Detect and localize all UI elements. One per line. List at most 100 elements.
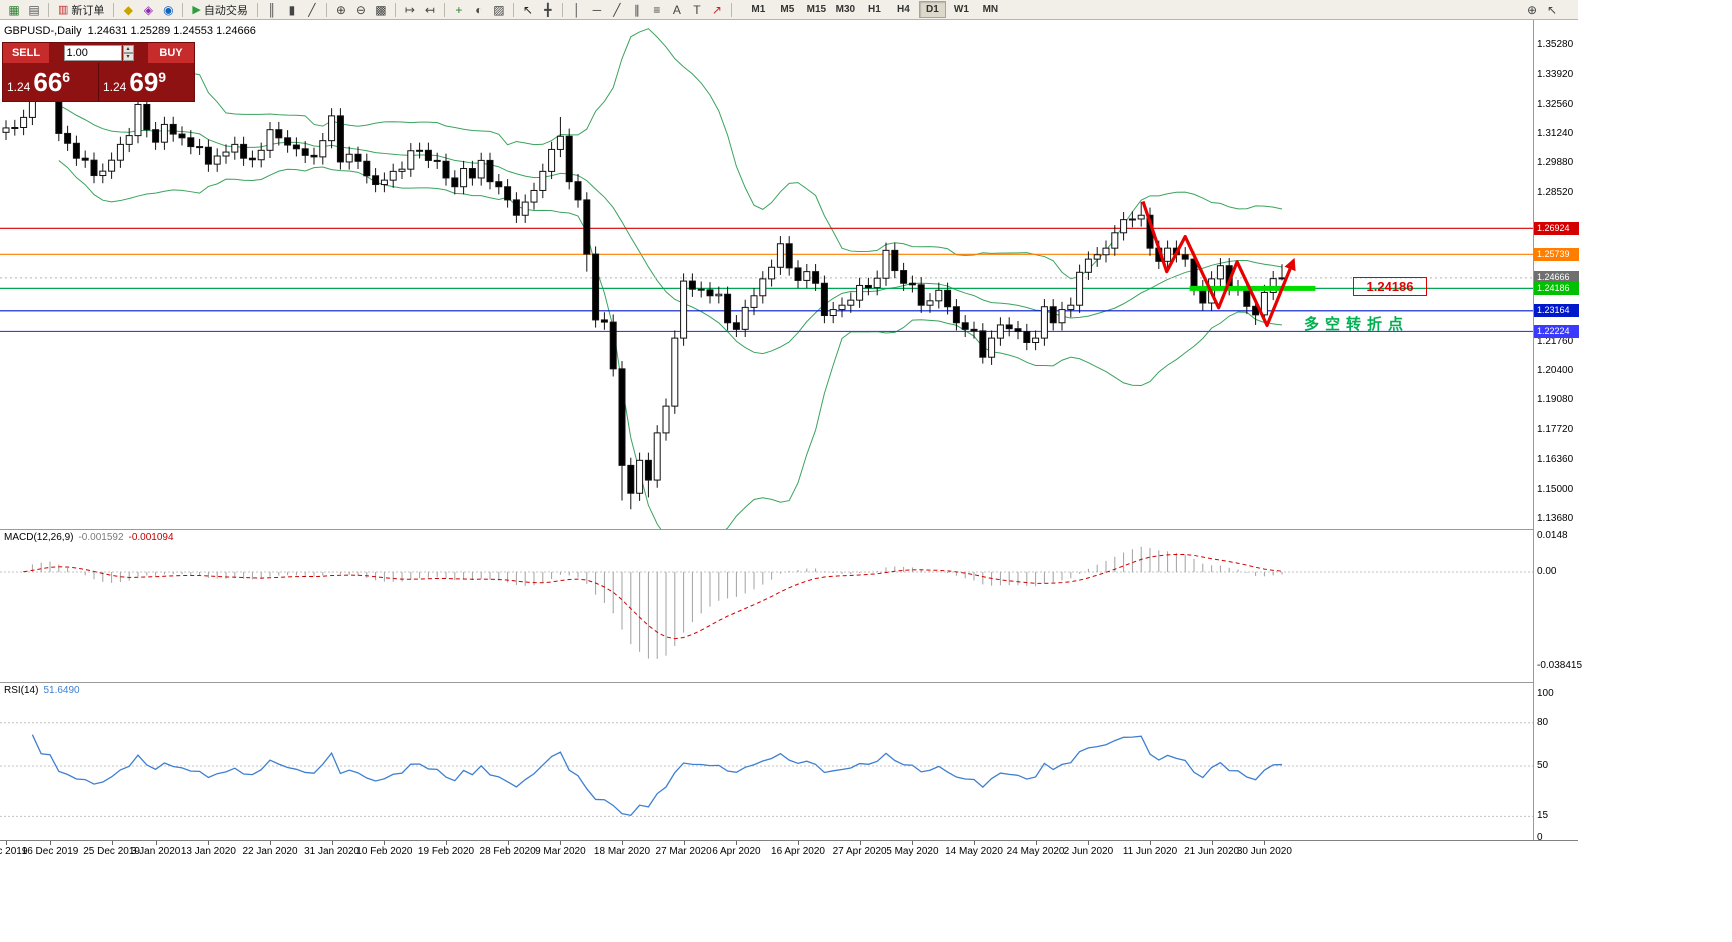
trendline-icon[interactable]: ╱: [613, 2, 621, 17]
date-label: 6 Apr 2020: [712, 846, 761, 857]
tile-windows-icon[interactable]: ▩: [375, 2, 387, 17]
vertical-line-icon[interactable]: │: [573, 2, 581, 17]
price-tag: 1.23164: [1534, 304, 1579, 318]
chart-profiles-icon[interactable]: ▤: [28, 2, 40, 17]
timeframe-m30[interactable]: M30: [835, 4, 856, 15]
axis-tick: [270, 841, 271, 845]
volume-decrease-button[interactable]: ▾: [122, 53, 134, 61]
zoom-in-icon[interactable]: ⊕: [335, 2, 346, 17]
text-icon[interactable]: A: [672, 2, 681, 17]
timeframe-w1[interactable]: W1: [953, 4, 969, 15]
date-label: 25 Dec 2019: [83, 846, 140, 857]
volume-increase-button[interactable]: ▴: [122, 45, 134, 53]
buy-button[interactable]: BUY: [148, 43, 194, 63]
scale-label: 0.0148: [1537, 529, 1568, 541]
templates-icon[interactable]: ▨: [493, 2, 505, 17]
sell-button[interactable]: SELL: [3, 43, 49, 63]
panel-separator[interactable]: [0, 682, 1578, 683]
scale-label: 1.33920: [1537, 68, 1574, 80]
label-icon[interactable]: T: [693, 2, 701, 17]
axis-tick: [507, 841, 509, 845]
new-order-button-glyph: ▥: [58, 4, 69, 16]
new-order-button-label: 新订单: [71, 4, 105, 17]
chart-shift-icon[interactable]: ↤: [424, 2, 435, 17]
sell-price-display[interactable]: 1.24 666: [3, 63, 98, 101]
magnifier-icon[interactable]: ⊕: [1526, 2, 1538, 17]
date-label: 28 Feb 2020: [479, 846, 536, 857]
cursor-tool-icon[interactable]: ↖: [1546, 2, 1558, 17]
buy-price-pips: 69: [129, 67, 159, 97]
one-click-top-row: SELL ▴ ▾ BUY: [3, 43, 194, 63]
help-icon[interactable]: ◉: [163, 2, 174, 17]
axis-tick: [1088, 841, 1090, 845]
mql5-community-icon[interactable]: ◆: [123, 2, 134, 17]
volume-stepper: ▴ ▾: [122, 45, 134, 61]
scale-label: 1.15000: [1537, 483, 1574, 495]
volume-input[interactable]: [63, 45, 122, 61]
one-click-price-row: 1.24 666 1.24 699: [3, 63, 194, 101]
fibonacci-icon[interactable]: ≡: [653, 2, 661, 17]
date-label: 13 Jan 2020: [180, 846, 236, 857]
scale-label: 1.19080: [1537, 394, 1574, 406]
indicators-icon[interactable]: +: [455, 2, 463, 17]
scale-label: 1.32560: [1537, 98, 1574, 110]
price-scale[interactable]: 1.35280 1.33920 1.32560 1.31240 1.29880 1.285…: [1533, 20, 1582, 843]
date-label: 11 Jun 2020: [1122, 846, 1178, 857]
cursor-icon[interactable]: ↖: [522, 2, 533, 17]
date-label: 10 Feb 2020: [356, 846, 413, 857]
new-chart-icon[interactable]: ▦: [8, 2, 20, 17]
toolbar-separator: [113, 2, 115, 17]
sell-price-head: 1.24: [7, 80, 31, 94]
sell-price-pips: 66: [33, 67, 63, 97]
zoom-out-icon[interactable]: ⊖: [355, 2, 366, 17]
line-chart-icon[interactable]: ╱: [308, 2, 316, 17]
axis-tick: [331, 841, 333, 845]
auto-trading-button-label: 自动交易: [203, 4, 248, 17]
date-label: 16 Apr 2020: [771, 846, 825, 857]
buy-price-display[interactable]: 1.24 699: [99, 63, 194, 101]
timeframe-h4[interactable]: H4: [896, 4, 910, 15]
toolbar-separator: [182, 2, 184, 17]
bar-chart-icon[interactable]: ║: [267, 2, 277, 17]
price-tag: 1.22224: [1534, 324, 1579, 338]
scale-label: 0: [1537, 832, 1543, 843]
timeframe-h1[interactable]: H1: [867, 4, 881, 15]
panel-separator[interactable]: [0, 529, 1578, 530]
timeframe-m5[interactable]: M5: [780, 4, 795, 15]
market-icon[interactable]: ◈: [143, 2, 154, 17]
candlestick-chart-icon[interactable]: ▮: [288, 2, 296, 17]
timeframe-m15[interactable]: M15: [806, 4, 827, 15]
axis-tick: [111, 841, 113, 845]
auto-trading-button[interactable]: ▶ 自动交易: [188, 2, 251, 18]
crosshair-icon[interactable]: ╋: [544, 2, 552, 17]
scale-label: 1.17720: [1537, 424, 1574, 436]
toolbar-separator: [561, 2, 563, 17]
auto-scroll-icon[interactable]: ↦: [404, 2, 415, 17]
buy-price-point: 9: [158, 69, 167, 85]
periods-icon[interactable]: ◐: [475, 2, 483, 17]
new-order-button[interactable]: ▥ 新订单: [54, 2, 108, 18]
scale-label: 1.28520: [1537, 187, 1574, 199]
timeframe-d1[interactable]: D1: [918, 1, 946, 18]
axis-tick: [798, 841, 799, 845]
channel-icon[interactable]: ∥: [633, 2, 640, 17]
date-label: Dec 2019: [0, 846, 28, 857]
axis-tick: [1211, 841, 1213, 845]
scale-label: 1.13680: [1537, 512, 1574, 524]
axis-tick: [560, 841, 562, 845]
timeframe-m1[interactable]: M1: [751, 4, 766, 15]
toolbar-separator: [512, 2, 514, 17]
date-label: 27 Apr 2020: [832, 846, 887, 857]
timeframe-mn[interactable]: MN: [982, 4, 999, 15]
date-label: 18 Mar 2020: [593, 846, 651, 857]
price-tag: 1.25739: [1534, 247, 1579, 261]
date-label: 3 Jan 2020: [130, 846, 181, 857]
axis-tick: [912, 841, 914, 845]
timeframe-group: M1 M5 M15 M30 H1 H4 D1 W1 MN: [744, 1, 1005, 18]
horizontal-line-icon[interactable]: ─: [592, 2, 602, 17]
arrows-icon[interactable]: ↗: [711, 2, 722, 17]
chart-canvas[interactable]: [0, 20, 1533, 860]
